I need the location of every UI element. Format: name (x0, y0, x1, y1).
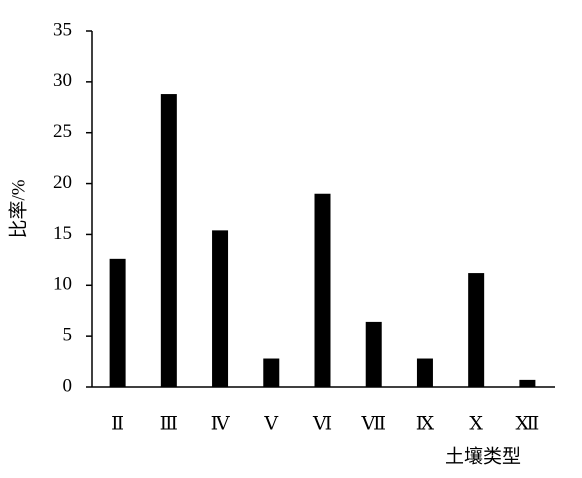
x-tick-label: Ⅱ (111, 413, 124, 434)
x-tick-label: Ⅸ (416, 413, 435, 434)
y-tick-label: 35 (53, 19, 72, 40)
y-tick-label: 15 (53, 223, 72, 244)
x-axis-title: 土壤类型 (445, 445, 521, 467)
bar (365, 321, 382, 387)
x-tick-label: Ⅶ (360, 413, 386, 434)
y-tick-label: 20 (53, 172, 72, 193)
bar (416, 358, 433, 387)
x-tick-label: Ⅻ (515, 413, 539, 434)
bar (314, 193, 331, 387)
x-tick-label: Ⅲ (160, 413, 178, 434)
bar (468, 273, 485, 387)
bar (519, 379, 536, 387)
y-tick-label: 0 (63, 375, 73, 396)
y-tick-label: 30 (53, 70, 72, 91)
x-tick-label: Ⅹ (469, 413, 483, 434)
y-axis-title: 比率/% (7, 179, 29, 238)
y-tick-label: 25 (53, 121, 72, 142)
y-tick-label: 5 (63, 325, 73, 346)
bar (109, 258, 126, 387)
x-tick-label: Ⅴ (263, 413, 278, 434)
x-tick-label: Ⅳ (211, 413, 231, 434)
bar (212, 230, 229, 387)
y-tick-label: 10 (53, 274, 72, 295)
bar (160, 94, 177, 387)
bar (263, 358, 280, 387)
x-tick-label: Ⅵ (312, 413, 332, 434)
